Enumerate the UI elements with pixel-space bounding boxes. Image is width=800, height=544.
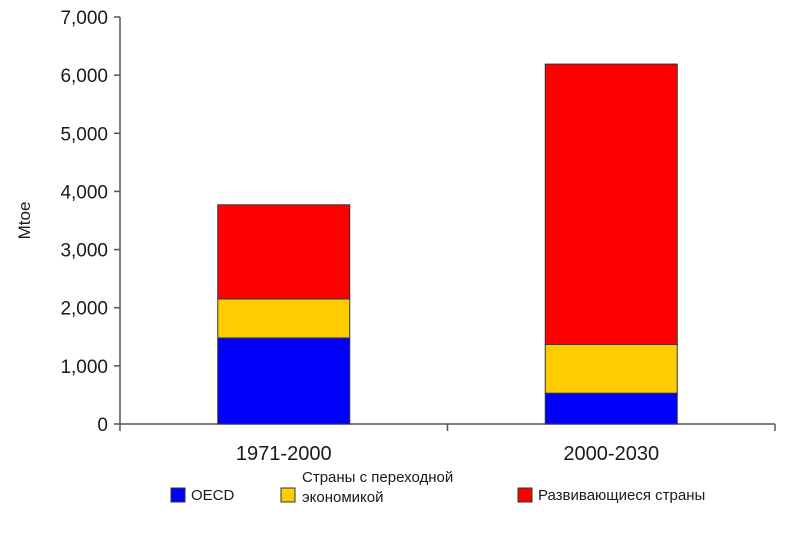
legend: OECD Страны с переходной экономикой Развива… [170, 469, 705, 506]
y-tick-label: 2,000 [60, 299, 108, 320]
bar-segment-2 [217, 298, 351, 339]
legend-swatch [280, 487, 296, 503]
bar-segment-2 [544, 343, 678, 394]
x-tick-label: 2000-2030 [563, 443, 659, 465]
legend-label: Страны с переходной экономикой [302, 469, 453, 506]
y-axis-label: Mtoe [15, 202, 34, 240]
legend-swatch [170, 487, 186, 503]
y-tick-label: 1,000 [60, 357, 108, 378]
y-tick-label: 5,000 [60, 124, 108, 145]
y-tick-label: 7,000 [60, 8, 108, 29]
y-tick-label: 4,000 [60, 182, 108, 203]
plot-area: 0 1,000 2,000 3,000 4,000 5,000 6,000 7,000 197… [60, 8, 776, 465]
bar-segment-1 [544, 392, 678, 425]
y-tick-label: 6,000 [60, 66, 108, 87]
legend-label: OECD [191, 487, 235, 504]
legend-label: Развивающиеся страны [538, 487, 705, 504]
y-tick-label: 0 [97, 415, 108, 436]
x-axis-ticks: 1971-2000 2000-2030 [119, 424, 776, 465]
bar-segment-1 [217, 337, 351, 425]
y-axis-ticks: 0 1,000 2,000 3,000 4,000 5,000 6,000 7,000 [60, 8, 120, 436]
legend-swatch [517, 487, 533, 503]
bar-segment-3 [217, 204, 351, 300]
y-tick-label: 3,000 [60, 241, 108, 262]
x-tick-label: 1971-2000 [236, 443, 332, 465]
bar-segment-3 [544, 63, 678, 345]
bars [217, 63, 678, 425]
